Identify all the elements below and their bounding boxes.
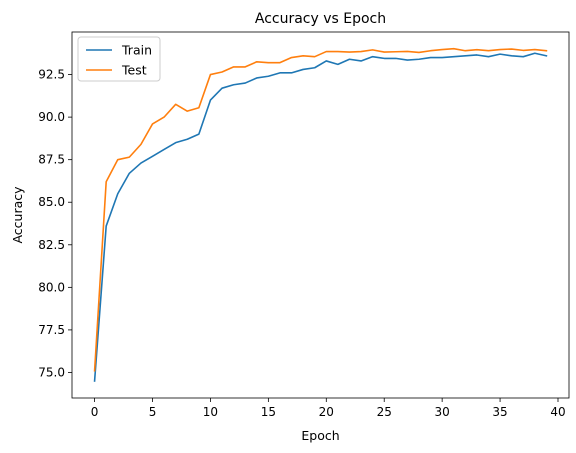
y-axis-label: Accuracy xyxy=(10,186,25,244)
y-tick-label: 82.5 xyxy=(38,238,65,252)
legend-label-train: Train xyxy=(121,43,152,58)
legend: Train Test xyxy=(78,37,160,81)
x-tick-label: 10 xyxy=(203,405,218,419)
y-tick-label: 80.0 xyxy=(38,280,65,294)
y-tick-label: 77.5 xyxy=(38,323,65,337)
x-tick-label: 25 xyxy=(377,405,392,419)
x-tick-label: 20 xyxy=(319,405,334,419)
chart-title: Accuracy vs Epoch xyxy=(255,11,386,27)
x-tick-label: 40 xyxy=(550,405,565,419)
x-tick-label: 0 xyxy=(91,405,99,419)
x-tick-label: 35 xyxy=(492,405,507,419)
legend-label-test: Test xyxy=(121,63,147,78)
y-tick-label: 87.5 xyxy=(38,153,65,167)
x-axis-label: Epoch xyxy=(301,428,339,443)
y-tick-label: 90.0 xyxy=(38,110,65,124)
x-tick-label: 30 xyxy=(435,405,450,419)
y-tick-label: 92.5 xyxy=(38,68,65,82)
y-tick-label: 75.0 xyxy=(38,365,65,379)
x-tick-label: 15 xyxy=(261,405,276,419)
y-tick-label: 85.0 xyxy=(38,195,65,209)
x-tick-label: 5 xyxy=(149,405,157,419)
